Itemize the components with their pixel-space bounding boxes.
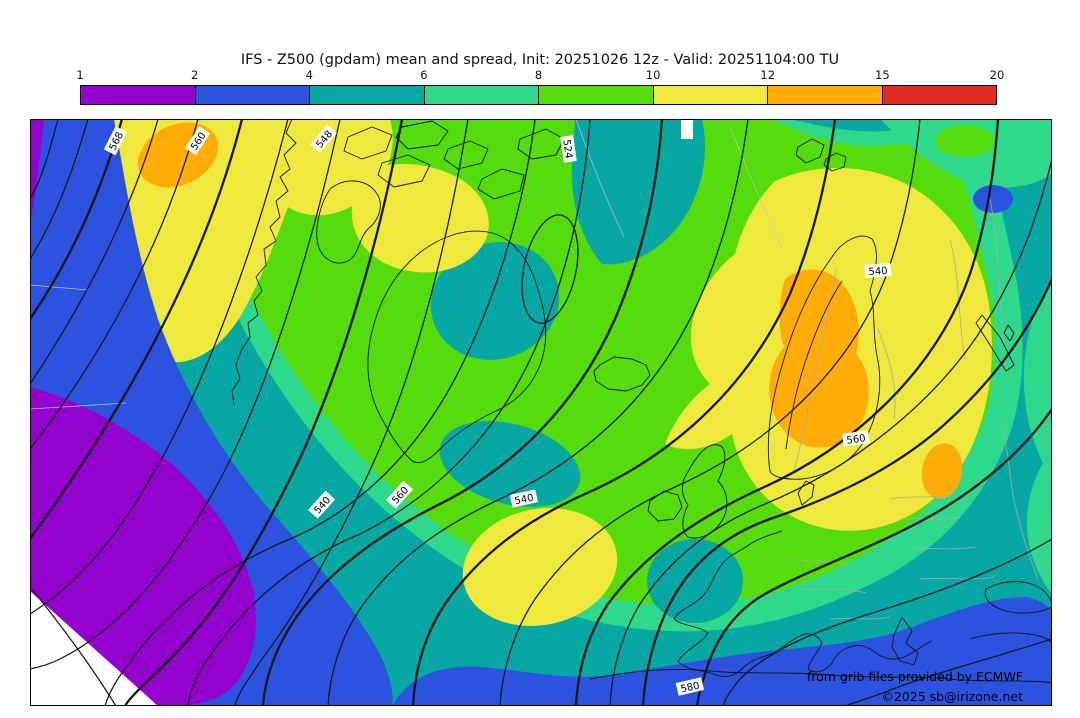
colorbar-tick: 4 [305, 68, 313, 82]
colorbar-tick: 10 [645, 68, 661, 82]
svg-text:540: 540 [514, 493, 535, 508]
spread-patch-teal-top [571, 119, 706, 265]
mean-contours [30, 119, 1052, 706]
colorbar-tick: 6 [420, 68, 428, 82]
graticule-line [729, 126, 783, 250]
colorbar-segments [80, 85, 997, 105]
forecast-map: 568 560 548 524 540 560 540 560 540 580 from grib… [30, 119, 1052, 706]
contour-label-580: 580 [675, 677, 705, 696]
contour-label-540: 540 [864, 263, 892, 278]
colorbar-segment-6-8 [424, 86, 539, 104]
svg-text:560: 560 [846, 433, 866, 447]
spread-patch-spring-redge1 [1023, 279, 1052, 479]
colorbar-tick: 15 [875, 68, 890, 82]
colorbar [80, 85, 997, 105]
colorbar-tick: 8 [534, 68, 543, 82]
colorbar-segment-8-10 [539, 86, 654, 104]
graticule-line [575, 119, 625, 238]
colorbar-tick: 2 [190, 68, 199, 82]
country-borders [789, 198, 1039, 620]
spread-patch-teal-north-sea [647, 539, 743, 623]
colorbar-tick: 12 [760, 68, 776, 82]
edge-label-box [681, 119, 693, 139]
map-frame [30, 119, 1052, 706]
colorbar-segment-12-15 [768, 86, 883, 104]
colorbar-segment-4-6 [310, 86, 425, 104]
spread-fill-blue-topright-small [973, 185, 1013, 213]
colorbar-segment-2-4 [195, 86, 310, 104]
svg-text:524: 524 [560, 139, 574, 159]
contour-label-560: 560 [842, 430, 870, 447]
colorbar-segment-10-12 [653, 86, 768, 104]
chart-title: IFS - Z500 (gpdam) mean and spread, Init… [240, 52, 840, 68]
colorbar-tick: 1 [76, 68, 84, 82]
graticule-line [30, 284, 89, 291]
contour-label-524: 524 [560, 135, 577, 163]
spread-patch-green-tr [935, 125, 995, 157]
map-nodata-corner [30, 591, 158, 706]
spread-fill-purple-sliver [30, 119, 44, 224]
spread-fill-yellow-bottomcenter [462, 507, 618, 627]
svg-text:540: 540 [868, 266, 888, 278]
spread-fill-orange-right-small [921, 443, 963, 499]
attribution-source: from grib files provided by ECMWF [807, 669, 1023, 684]
colorbar-ticks: 1 2 4 6 8 10 12 15 20 [76, 68, 1004, 82]
colorbar-tick: 20 [989, 68, 1005, 82]
graticule-line [30, 402, 127, 410]
colorbar-segment-1-2 [81, 86, 196, 104]
attribution-copyright: ©2025 sb@irizone.net [881, 689, 1023, 704]
svg-text:580: 580 [680, 680, 701, 695]
spread-patch-teal-greenland [430, 242, 560, 360]
spread-fill-blue-bottom [392, 597, 1052, 706]
spread-patch-spring-redge2 [1026, 449, 1052, 594]
contour-label-540: 540 [509, 489, 538, 508]
coastlines [231, 119, 1052, 684]
colorbar-segment-15-20 [882, 86, 996, 104]
